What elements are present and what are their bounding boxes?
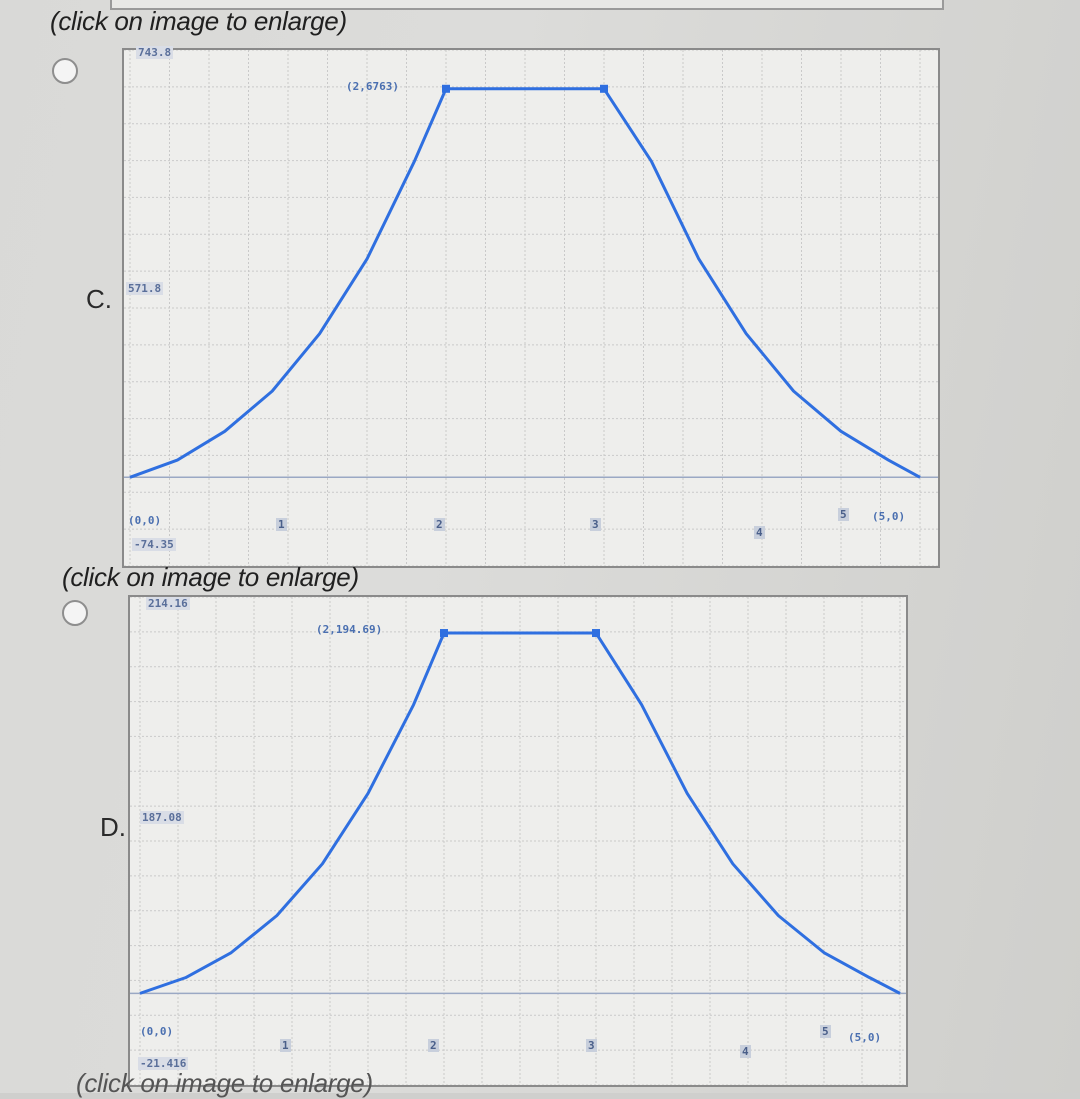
end-point-label: (5,0): [872, 510, 906, 523]
radio-option-c[interactable]: [52, 58, 78, 84]
y-bottom-label: -21.416: [138, 1057, 189, 1070]
option-label-c: C.: [86, 284, 112, 314]
graph-d: [130, 597, 906, 1085]
peak-point-label: (2,6763): [346, 80, 399, 93]
x-tick-label: 3: [586, 1039, 597, 1052]
x-tick-label: 2: [428, 1039, 439, 1052]
x-tick-label: 5: [820, 1025, 831, 1038]
enlarge-caption-d[interactable]: (click on image to enlarge): [62, 562, 359, 592]
chart-image-c[interactable]: 743.8 571.8 -74.35 (2,6763) (0,0) (5,0) …: [122, 46, 940, 568]
y-top-label: 743.8: [136, 46, 174, 59]
radio-option-d[interactable]: [62, 600, 88, 626]
data-point: [600, 84, 608, 93]
peak-point-label: (2,194.69): [316, 623, 383, 636]
series-line: [139, 631, 901, 995]
previous-answer-frame: [110, 0, 944, 10]
grid-lines: [130, 597, 906, 1085]
x-tick-label: 3: [590, 518, 601, 531]
series-line: [129, 87, 921, 479]
y-mid-label: 187.08: [140, 811, 184, 824]
data-point: [440, 629, 448, 638]
enlarge-caption-next[interactable]: (click on image to enlarge): [76, 1068, 373, 1098]
x-tick-label: 4: [754, 526, 765, 539]
x-tick-label: 4: [740, 1045, 751, 1058]
data-point: [442, 84, 450, 93]
y-bottom-label: -74.35: [132, 538, 176, 551]
option-label-d: D.: [100, 812, 126, 842]
grid-lines: [124, 50, 938, 566]
data-point: [592, 629, 600, 638]
x-tick-label: 5: [838, 508, 849, 521]
y-top-label: 214.16: [146, 597, 190, 610]
x-tick-label: 2: [434, 518, 445, 531]
x-tick-label: 1: [280, 1039, 291, 1052]
origin-point-label: (0,0): [140, 1025, 174, 1038]
end-point-label: (5,0): [848, 1031, 882, 1044]
x-tick-label: 1: [276, 518, 287, 531]
graph-c: [124, 50, 938, 566]
enlarge-caption-c[interactable]: (click on image to enlarge): [50, 6, 347, 36]
chart-image-d[interactable]: 214.16 187.08 -21.416 (2,194.69) (0,0) (…: [128, 595, 908, 1087]
origin-point-label: (0,0): [128, 514, 162, 527]
y-mid-label: 571.8: [126, 282, 164, 295]
